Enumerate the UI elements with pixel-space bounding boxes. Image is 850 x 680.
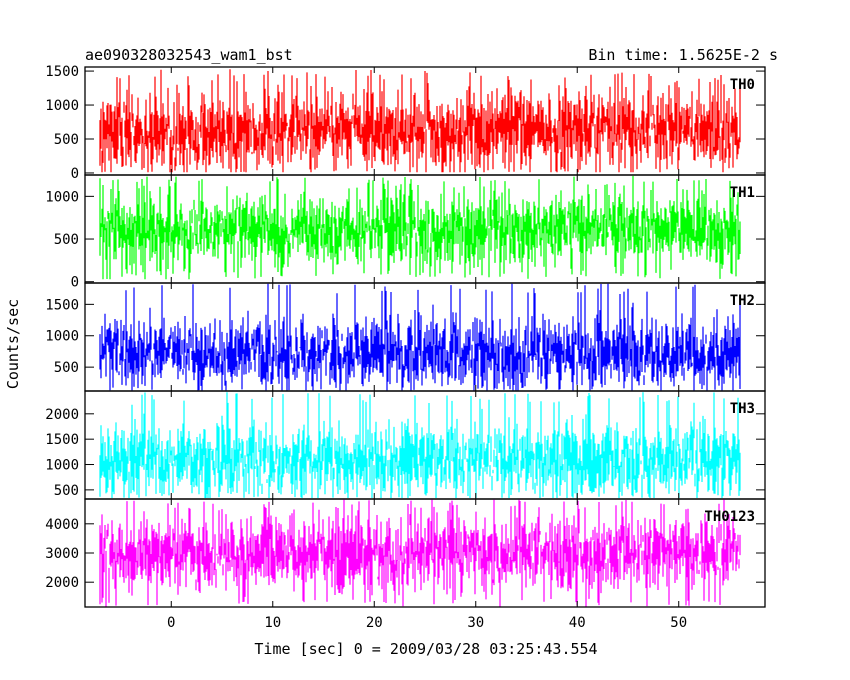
y-tick-label: 1000 [45,458,79,474]
y-tick-label: 0 [71,275,79,291]
panel-th1: 0 500 1000 TH1 [45,174,766,291]
y-tick-label: 500 [54,132,79,148]
y-tick-label: 2000 [45,407,79,423]
series-trace-th0 [99,69,741,173]
panel-label: TH3 [730,401,755,417]
x-axis: 0 10 20 30 40 50 [167,615,687,631]
x-tick-label: 0 [167,615,175,631]
panels: 0 500 1000 1500 TH0 0 500 1000 TH1 500 1000 1500 TH2… [45,64,766,608]
x-tick-label: 10 [264,615,281,631]
panel-th0: 0 500 1000 1500 TH0 [45,64,766,182]
series-trace-th1 [99,175,741,280]
x-tick-label: 20 [366,615,383,631]
panel-label: TH0123 [704,509,755,525]
y-tick-label: 1500 [45,64,79,80]
panel-label: TH2 [730,293,755,309]
x-axis-label: Time [sec] 0 = 2009/03/28 03:25:43.554 [254,640,597,658]
y-tick-label: 2000 [45,575,79,591]
series-trace-th0123 [99,499,741,607]
panel-th3: 500 1000 1500 2000 TH3 [45,390,766,500]
series-trace-th2 [99,283,741,391]
x-tick-label: 50 [670,615,687,631]
y-tick-label: 4000 [45,517,79,533]
panel-th0123: 2000 3000 4000 TH0123 [45,498,766,608]
y-tick-label: 500 [54,232,79,248]
chart-title: ae090328032543_wam1_bst [85,46,293,64]
y-tick-label: 500 [54,360,79,376]
series-trace-th3 [99,392,741,498]
x-tick-label: 30 [467,615,484,631]
panel-label: TH1 [730,185,755,201]
panel-th2: 500 1000 1500 TH2 [45,282,766,392]
y-tick-label: 500 [54,483,79,499]
x-tick-label: 40 [569,615,586,631]
y-tick-label: 0 [71,166,79,182]
y-axis-label: Counts/sec [4,299,22,389]
y-tick-label: 1000 [45,329,79,345]
y-tick-label: 3000 [45,546,79,562]
y-tick-label: 1500 [45,432,79,448]
y-tick-label: 1000 [45,98,79,114]
panel-label: TH0 [730,77,755,93]
y-tick-label: 1500 [45,297,79,313]
y-tick-label: 1000 [45,189,79,205]
chart-subtitle: Bin time: 1.5625E-2 s [588,46,778,64]
